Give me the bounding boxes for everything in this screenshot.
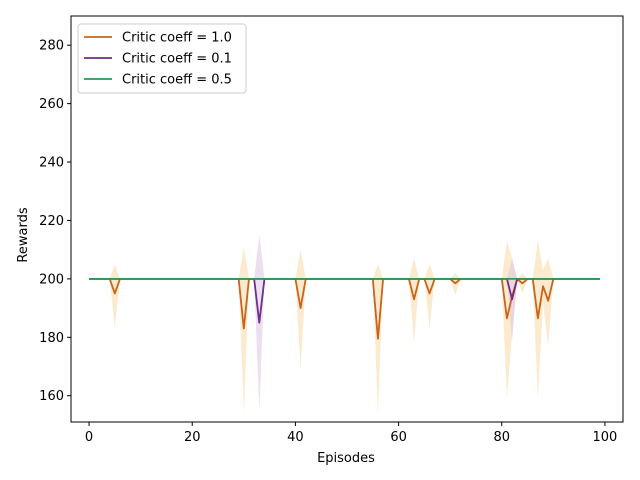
y-axis-label: Rewards [16,207,31,262]
legend-label: Critic coeff = 0.1 [122,52,232,67]
x-tick-label: 80 [493,430,510,445]
x-tick-label: 20 [184,430,201,445]
y-tick-label: 240 [39,156,64,171]
legend-label: Critic coeff = 0.5 [122,73,232,88]
x-tick-label: 60 [390,430,407,445]
legend-box [77,23,247,94]
x-tick-label: 0 [85,430,93,445]
y-tick-label: 220 [39,214,64,229]
plot-frame [70,15,624,423]
x-tick-label: 40 [287,430,304,445]
y-axis-ticks: 160 180 200 220 240 260 280 [39,39,71,404]
y-tick-label: 180 [39,331,64,346]
x-tick-label: 100 [593,430,618,445]
y-tick-label: 160 [39,389,64,404]
y-tick-label: 260 [39,97,64,112]
y-tick-label: 280 [39,39,64,54]
y-tick-label: 200 [39,272,64,287]
legend: Critic coeff = 1.0 Critic coeff = 0.1 Crit… [77,23,247,94]
x-axis-ticks: 0 20 40 60 80 100 [85,422,617,445]
series-lines [89,277,600,340]
legend-label: Critic coeff = 1.0 [122,31,232,46]
x-axis-label: Episodes [317,451,375,466]
